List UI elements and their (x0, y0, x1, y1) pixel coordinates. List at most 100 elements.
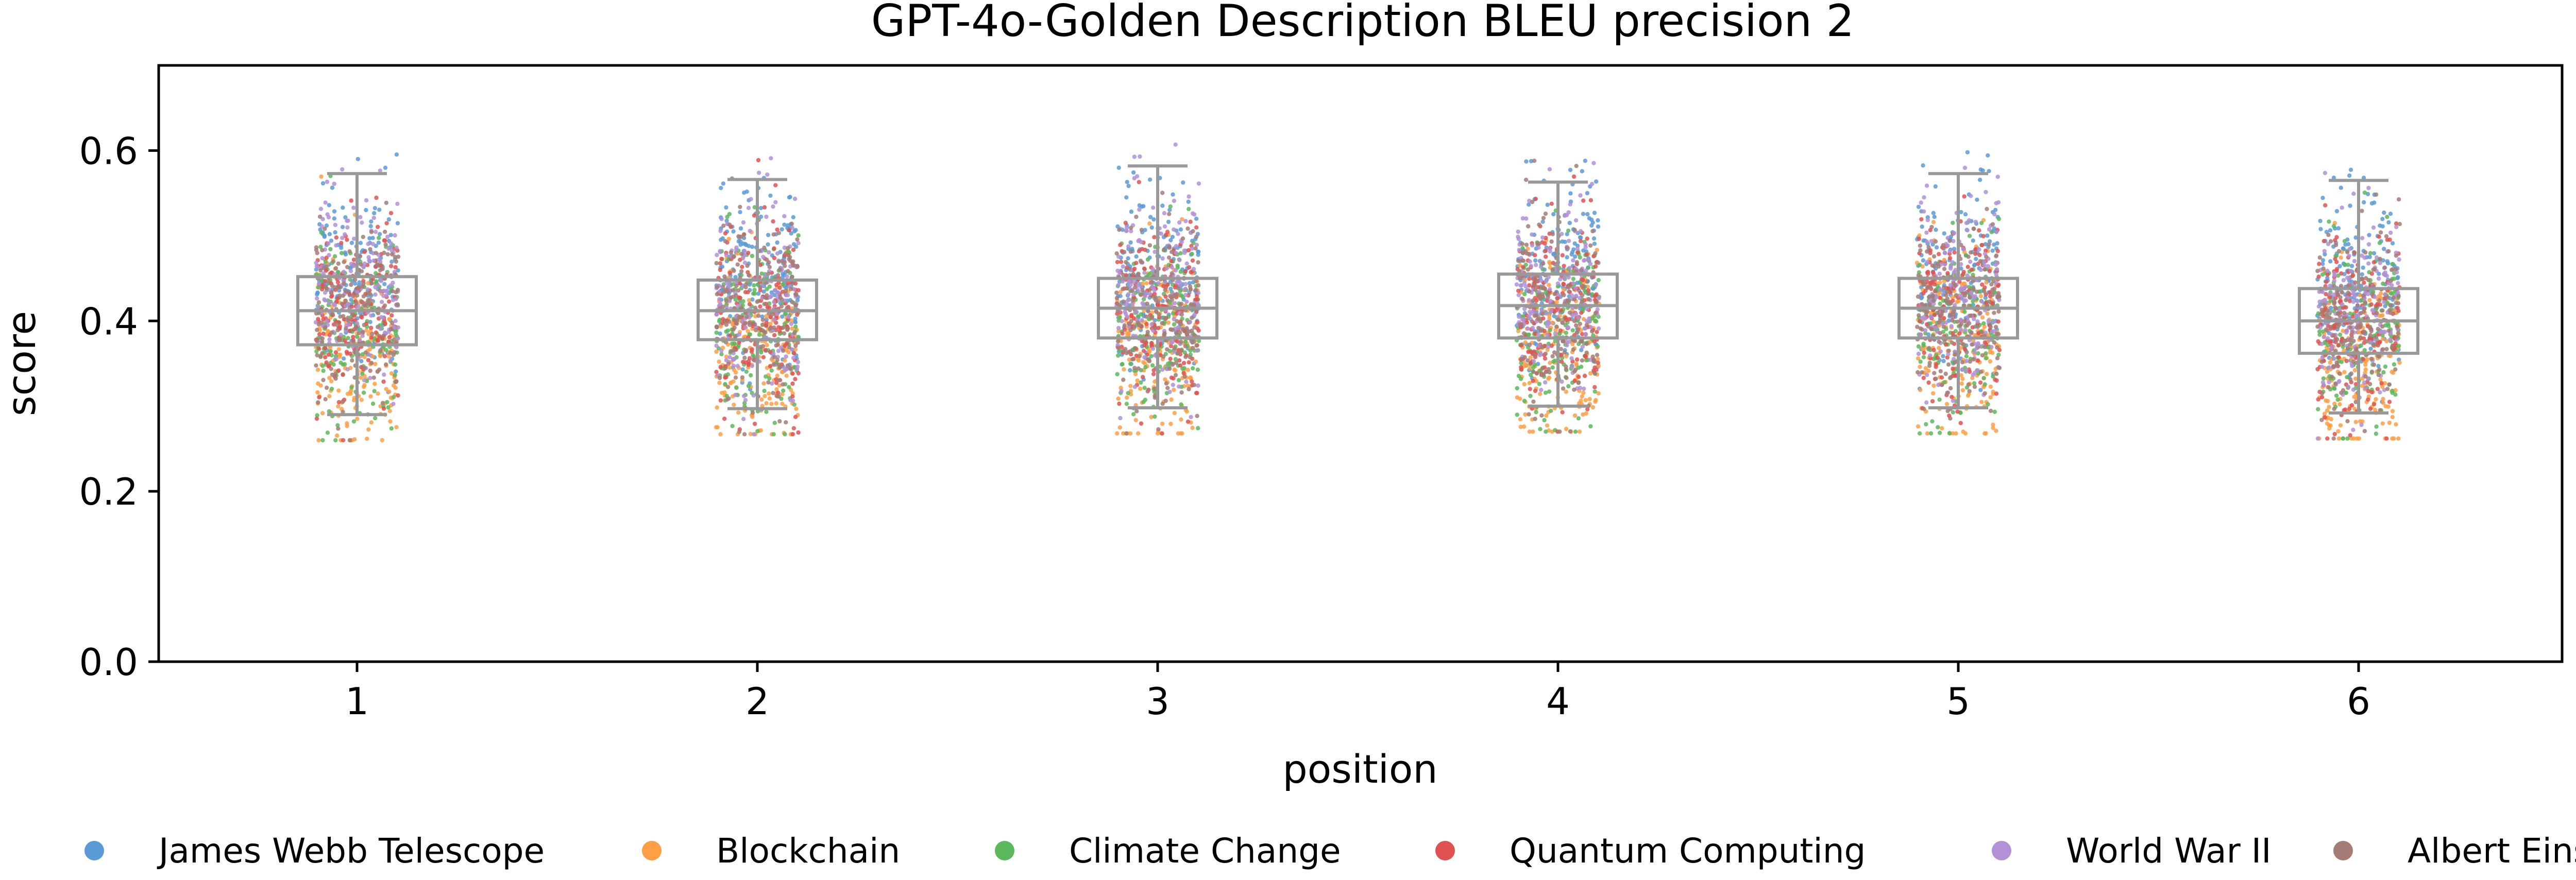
strip-point (1575, 250, 1580, 255)
strip-point (765, 257, 769, 262)
strip-point (1573, 323, 1579, 328)
strip-point (756, 291, 761, 296)
strip-point (784, 354, 788, 359)
strip-point (383, 321, 387, 326)
strip-point (1171, 192, 1175, 197)
strip-point (1160, 256, 1165, 261)
strip-point (1159, 431, 1164, 436)
strip-point (1168, 343, 1174, 349)
strip-point (1171, 376, 1176, 381)
strip-point (1918, 359, 1923, 364)
strip-point (1183, 269, 1188, 274)
strip-point (1546, 292, 1551, 297)
strip-point (1980, 168, 1985, 173)
strip-point (1115, 431, 1120, 436)
strip-point (1194, 279, 1198, 283)
strip-point (752, 205, 757, 210)
strip-point (714, 370, 719, 374)
strip-point (1584, 268, 1588, 273)
strip-point (1194, 225, 1199, 230)
strip-point (318, 355, 323, 359)
strip-point (1948, 376, 1953, 381)
strip-point (1170, 340, 1175, 344)
strip-point (1579, 348, 1584, 352)
strip-point (730, 321, 735, 326)
strip-point (784, 373, 789, 378)
strip-point (1131, 272, 1136, 277)
strip-point (1565, 324, 1570, 330)
strip-point (751, 353, 755, 358)
strip-point (1550, 365, 1555, 370)
strip-point (721, 223, 726, 228)
strip-point (1532, 314, 1537, 318)
strip-point (732, 268, 736, 273)
strip-point (1570, 293, 1574, 298)
strip-point (740, 265, 744, 269)
strip-point (1969, 267, 1974, 272)
strip-point (757, 332, 762, 337)
strip-point (735, 364, 740, 368)
strip-point (750, 410, 755, 415)
strip-point (761, 355, 766, 359)
strip-point (1150, 363, 1155, 368)
strip-point (1921, 258, 1926, 263)
strip-point (323, 279, 328, 283)
strip-point (377, 232, 382, 236)
strip-point (384, 289, 388, 294)
strip-point (1996, 216, 2002, 221)
strip-point (1538, 391, 1543, 396)
strip-point (1191, 346, 1195, 350)
strip-point (774, 320, 778, 325)
strip-point (755, 299, 759, 304)
strip-point (376, 324, 380, 330)
strip-point (1539, 265, 1544, 269)
strip-point (1549, 201, 1554, 206)
strip-point (1567, 220, 1572, 226)
strip-point (1139, 380, 1143, 385)
strip-point (1590, 229, 1595, 234)
strip-point (1172, 387, 1176, 392)
strip-point (1517, 248, 1521, 252)
strip-point (1536, 332, 1541, 337)
strip-point (725, 214, 730, 219)
strip-point (733, 392, 738, 398)
strip-point (774, 401, 778, 406)
strip-point (323, 397, 328, 402)
strip-point (323, 259, 328, 264)
strip-point (1585, 306, 1589, 312)
strip-point (1194, 288, 1198, 292)
strip-point (1193, 359, 1198, 364)
strip-point (734, 293, 738, 298)
strip-point (1578, 235, 1583, 240)
strip-point (1541, 285, 1546, 289)
strip-point (789, 321, 794, 326)
strip-point (1916, 204, 1921, 209)
strip-point (1190, 379, 1194, 384)
strip-point (718, 229, 723, 233)
strip-point (1183, 292, 1188, 298)
strip-point (795, 298, 800, 303)
strip-point (760, 404, 765, 408)
strip-point (1592, 385, 1597, 390)
strip-point (1524, 243, 1529, 247)
strip-point (384, 348, 388, 353)
strip-point (1544, 279, 1548, 284)
strip-point (743, 348, 749, 353)
strip-point (1558, 308, 1563, 313)
strip-point (1540, 235, 1545, 240)
strip-point (793, 228, 798, 232)
strip-point (393, 254, 397, 260)
strip-point (1547, 231, 1552, 236)
strip-point (1974, 256, 1978, 261)
strip-point (1964, 368, 1969, 373)
strip-point (1991, 389, 1995, 394)
strip-point (1574, 164, 1579, 168)
strip-point (1162, 331, 1167, 336)
strip-point (1934, 228, 1938, 232)
strip-point (1994, 371, 1999, 376)
strip-point (386, 217, 391, 222)
strip-point (351, 294, 355, 298)
strip-point (1591, 357, 1596, 362)
strip-point (1196, 338, 1201, 343)
strip-point (1991, 319, 1996, 324)
